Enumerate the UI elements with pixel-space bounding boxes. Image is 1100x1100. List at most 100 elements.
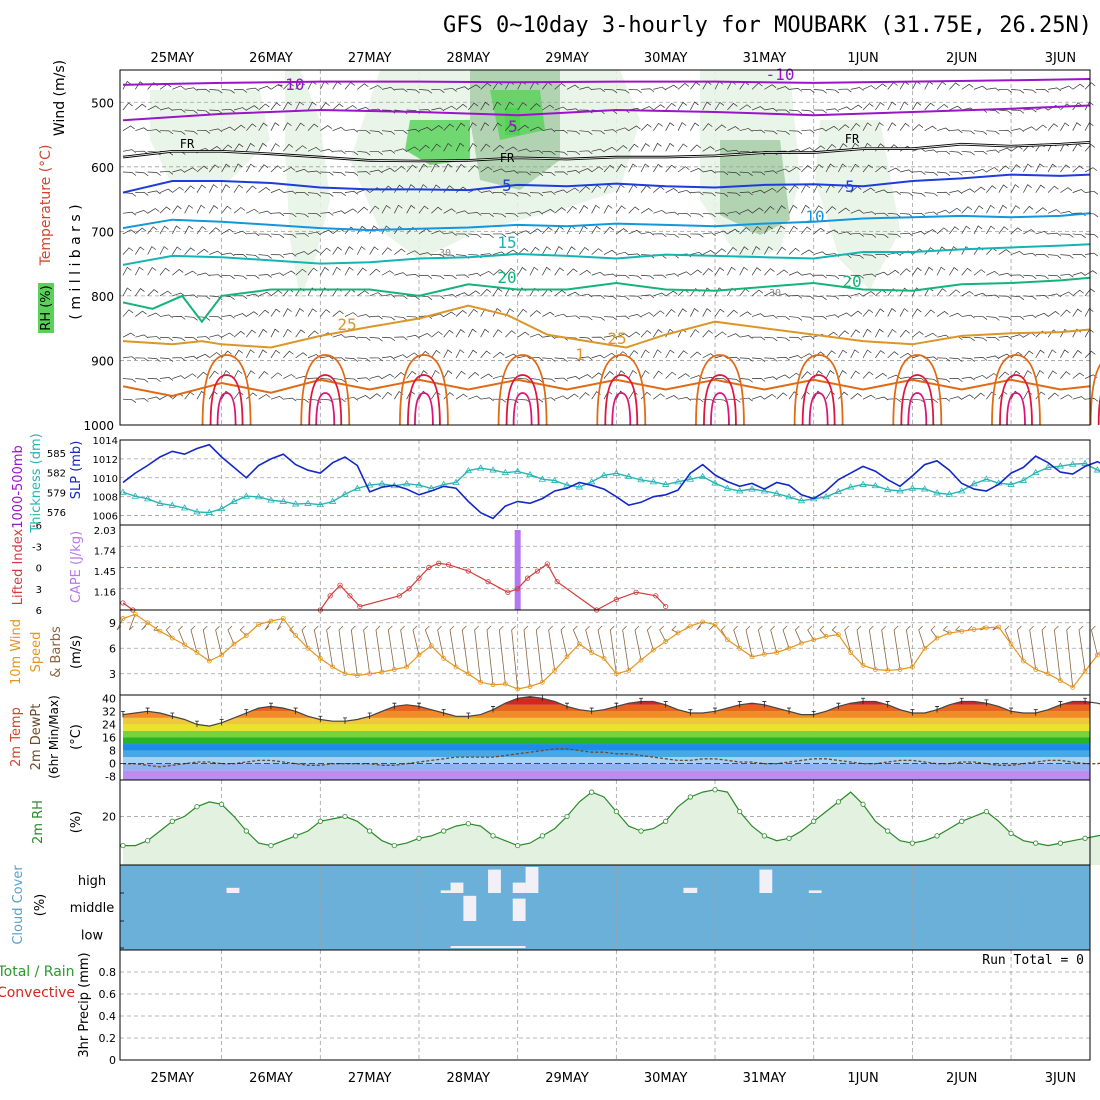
- wind-barb: [196, 204, 206, 214]
- wind-barb: [406, 89, 420, 94]
- wind-barb: [727, 102, 738, 111]
- wind-barb: [1085, 398, 1099, 402]
- lifted-index-point: [337, 582, 343, 588]
- wind-barb: [665, 349, 675, 359]
- wind-barb: [196, 248, 209, 255]
- wind-barb: [961, 225, 971, 235]
- wind-barb: [1047, 311, 1060, 317]
- wind-barb: [542, 311, 555, 317]
- wind-barb: [443, 105, 456, 111]
- wind10-point: [589, 650, 595, 655]
- wind10-point: [1057, 678, 1063, 683]
- wind10-barb: [585, 625, 593, 653]
- wind-barb: [221, 144, 233, 152]
- thickness-point: [600, 471, 608, 478]
- wind-barb: [1084, 101, 1094, 111]
- wind-barb: [344, 171, 359, 176]
- rh2m-point: [934, 833, 940, 839]
- wind10-point: [527, 684, 533, 689]
- wind-barb: [653, 292, 667, 297]
- wind-barb: [776, 130, 790, 135]
- wind-barb: [875, 165, 887, 173]
- wind-barb: [468, 395, 481, 400]
- surface-loop: [695, 354, 745, 426]
- wind-barb: [702, 192, 716, 197]
- ylabel-wind10: 10m Wind: [9, 619, 24, 685]
- wind-barb: [727, 356, 741, 361]
- wind-barb: [1010, 227, 1022, 235]
- wind-barb: [184, 294, 198, 299]
- wind-barb: [825, 314, 840, 319]
- wind-barb: [912, 331, 924, 338]
- isotherm-label-10: 10: [805, 207, 824, 226]
- temp-minmax: [935, 706, 940, 713]
- wind-barb: [1072, 272, 1086, 276]
- wind-barb: [369, 85, 382, 90]
- wind-barb: [887, 328, 897, 338]
- temp-minmax: [713, 707, 718, 715]
- wind-barb: [381, 130, 396, 135]
- wind-barb: [493, 233, 507, 238]
- wind-barb: [973, 225, 983, 235]
- wind10-point: [613, 671, 619, 677]
- wind-barb: [801, 147, 814, 152]
- thickness-point: [242, 492, 251, 499]
- wind-barb: [801, 335, 815, 340]
- wind-barb: [369, 268, 381, 276]
- wind10-barb: [1041, 625, 1049, 674]
- wind-barb: [640, 349, 650, 359]
- wind-barb: [825, 229, 839, 235]
- wind10-point: [182, 642, 188, 648]
- wind-barb: [850, 87, 864, 91]
- surface-loop: [604, 374, 639, 426]
- wind10-point: [712, 622, 718, 627]
- wind-barb: [875, 271, 889, 276]
- wind-barb: [122, 247, 134, 255]
- temp-band: [123, 750, 1090, 758]
- wind-barb: [172, 85, 185, 90]
- wind-barb: [764, 268, 775, 276]
- wind-barb: [209, 164, 220, 173]
- wind-barb: [850, 349, 860, 359]
- li-tick: 6: [36, 606, 42, 617]
- wind-barb: [283, 233, 297, 238]
- wind-barb: [986, 130, 1000, 135]
- wind-barb: [455, 142, 465, 152]
- wind-barb: [394, 204, 403, 214]
- wind10-point: [897, 667, 903, 672]
- wind-barb: [418, 163, 428, 173]
- wind10-point: [761, 651, 767, 657]
- wind-barb: [973, 392, 985, 400]
- wind-barb: [1035, 231, 1049, 235]
- wind-barb: [677, 189, 691, 194]
- wind-barb: [468, 122, 477, 131]
- wind-barb: [801, 295, 815, 300]
- wind-barb: [875, 308, 885, 317]
- wind-barb: [246, 123, 257, 131]
- wind-barb: [715, 378, 729, 382]
- wind-barb: [480, 143, 491, 152]
- wind-barb: [307, 212, 322, 217]
- wind-barb: [653, 329, 663, 338]
- wind-barb: [443, 232, 457, 236]
- temp-band: [123, 770, 1090, 780]
- bottom-date-26MAY: 26MAY: [249, 1071, 293, 1086]
- wind-barb: [899, 101, 909, 111]
- wind-barb: [480, 101, 490, 111]
- wind-barb: [221, 163, 231, 173]
- temp-tick: 24: [102, 718, 116, 731]
- wind-barb: [998, 204, 1008, 214]
- wind-barb: [443, 349, 453, 359]
- wind10-point: [1070, 684, 1076, 690]
- wind-barb: [147, 208, 160, 214]
- wind-barb: [1023, 89, 1037, 94]
- wind-barb: [690, 329, 700, 338]
- wind-barb: [579, 205, 589, 214]
- isotherm-label-FR: FR: [180, 137, 195, 151]
- wind-barb: [1023, 205, 1034, 214]
- wind-barb: [986, 270, 999, 276]
- lifted-index-point: [505, 589, 511, 595]
- thickness-point: [538, 475, 547, 482]
- wind-barb: [529, 228, 542, 235]
- wind-barb: [283, 328, 292, 338]
